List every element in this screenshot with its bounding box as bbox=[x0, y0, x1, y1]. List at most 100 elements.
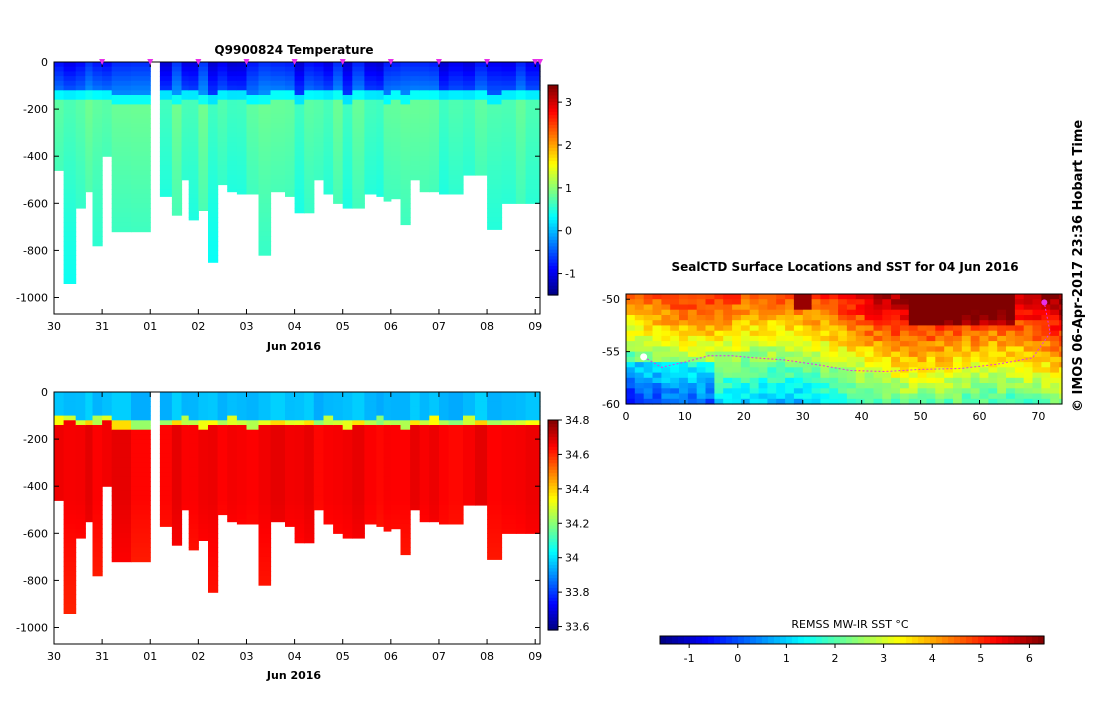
sst-cell bbox=[785, 383, 795, 389]
profile-cell bbox=[313, 495, 324, 501]
profile-cell bbox=[304, 481, 315, 487]
profile-cell bbox=[217, 490, 228, 497]
sst-cell bbox=[687, 383, 698, 389]
sst-cell bbox=[855, 346, 866, 353]
sst-cell bbox=[793, 320, 804, 326]
profile-cell bbox=[448, 165, 464, 171]
sst-cell bbox=[953, 294, 963, 300]
profile-cell bbox=[227, 109, 238, 115]
profile-cell bbox=[188, 212, 199, 218]
profile-cell bbox=[258, 495, 272, 501]
profile-cell bbox=[429, 490, 440, 497]
profile-cell bbox=[198, 165, 209, 171]
profile-cell bbox=[515, 127, 527, 134]
sst-cell bbox=[1006, 309, 1016, 316]
profile-cell bbox=[92, 175, 103, 181]
profile-cell bbox=[92, 99, 103, 105]
profile-cell bbox=[390, 443, 401, 450]
profile-cell bbox=[131, 208, 151, 214]
profile-cell bbox=[333, 505, 344, 511]
sst-cell bbox=[652, 377, 662, 384]
profile-cell bbox=[63, 406, 77, 412]
profile-cell bbox=[419, 165, 430, 171]
profile-cell bbox=[475, 165, 488, 171]
profile-cell bbox=[188, 490, 199, 497]
sst-cell bbox=[961, 393, 972, 400]
profile-cell bbox=[294, 472, 305, 478]
sst-cell bbox=[917, 315, 927, 321]
profile-cell bbox=[410, 62, 421, 68]
profile-cell bbox=[246, 453, 260, 459]
profile-cell bbox=[400, 542, 411, 548]
profile-cell bbox=[313, 443, 324, 450]
sst-cell bbox=[811, 304, 821, 311]
profile-cell bbox=[92, 566, 103, 572]
profile-cell bbox=[352, 175, 365, 181]
profile-cell bbox=[181, 467, 190, 473]
sst-cell bbox=[811, 356, 821, 363]
profile-cell bbox=[475, 415, 488, 421]
colorbar-segment bbox=[930, 636, 937, 644]
sst-cell bbox=[785, 356, 795, 363]
profile-cell bbox=[376, 71, 385, 77]
profile-cell bbox=[111, 439, 132, 445]
profile-cell bbox=[333, 170, 344, 176]
profile-cell bbox=[429, 151, 440, 157]
profile-cell bbox=[383, 71, 392, 77]
profile-cell bbox=[342, 406, 353, 412]
profile-cell bbox=[63, 123, 77, 129]
sst-cell bbox=[988, 351, 998, 358]
colorbar-segment bbox=[1020, 636, 1027, 644]
sst-cell bbox=[679, 351, 689, 358]
x-tick-label: 30 bbox=[47, 320, 61, 333]
profile-cell bbox=[131, 203, 151, 209]
profile-cell bbox=[227, 425, 238, 431]
profile-cell bbox=[258, 132, 272, 138]
profile-cell bbox=[487, 226, 503, 230]
profile-cell bbox=[198, 443, 209, 450]
sst-cell bbox=[749, 351, 760, 358]
salinity-heatmap bbox=[54, 392, 541, 614]
sst-cell bbox=[758, 346, 768, 353]
profile-cell bbox=[475, 453, 488, 459]
profile-cell bbox=[111, 76, 132, 82]
sst-cell bbox=[670, 320, 680, 326]
profile-cell bbox=[487, 486, 503, 492]
profile-cell bbox=[171, 392, 183, 398]
profile-cell bbox=[525, 175, 541, 181]
profile-cell bbox=[390, 113, 401, 120]
profile-cell bbox=[448, 146, 464, 153]
profile-cell bbox=[102, 113, 113, 120]
sst-cell bbox=[908, 294, 919, 300]
profile-cell bbox=[313, 127, 324, 134]
sst-cell bbox=[758, 372, 768, 379]
profile-cell bbox=[419, 396, 430, 402]
profile-cell bbox=[246, 425, 260, 431]
sst-cell bbox=[714, 393, 724, 400]
profile-cell bbox=[525, 146, 541, 153]
profile-cell bbox=[285, 90, 296, 96]
sst-cell bbox=[855, 315, 866, 321]
profile-cell bbox=[323, 490, 334, 497]
sst-cell bbox=[634, 393, 645, 400]
sst-cell bbox=[820, 330, 830, 337]
profile-cell bbox=[419, 160, 430, 167]
profile-cell bbox=[342, 425, 353, 431]
profile-cell bbox=[54, 453, 65, 459]
profile-cell bbox=[448, 467, 464, 473]
sst-cell bbox=[679, 356, 689, 363]
sst-cell bbox=[926, 351, 936, 358]
profile-cell bbox=[525, 193, 541, 200]
profile-cell bbox=[463, 392, 476, 398]
profile-cell bbox=[181, 175, 190, 181]
sst-cell bbox=[820, 393, 830, 400]
sst-cell bbox=[696, 315, 707, 321]
sst-cell bbox=[944, 393, 954, 400]
sst-cell bbox=[723, 315, 733, 321]
sst-cell bbox=[740, 367, 751, 374]
profile-cell bbox=[285, 66, 296, 72]
sst-cell bbox=[1059, 383, 1063, 389]
colorbar-segment bbox=[548, 607, 558, 611]
sst-cell bbox=[1041, 388, 1051, 395]
profile-cell bbox=[429, 519, 440, 523]
